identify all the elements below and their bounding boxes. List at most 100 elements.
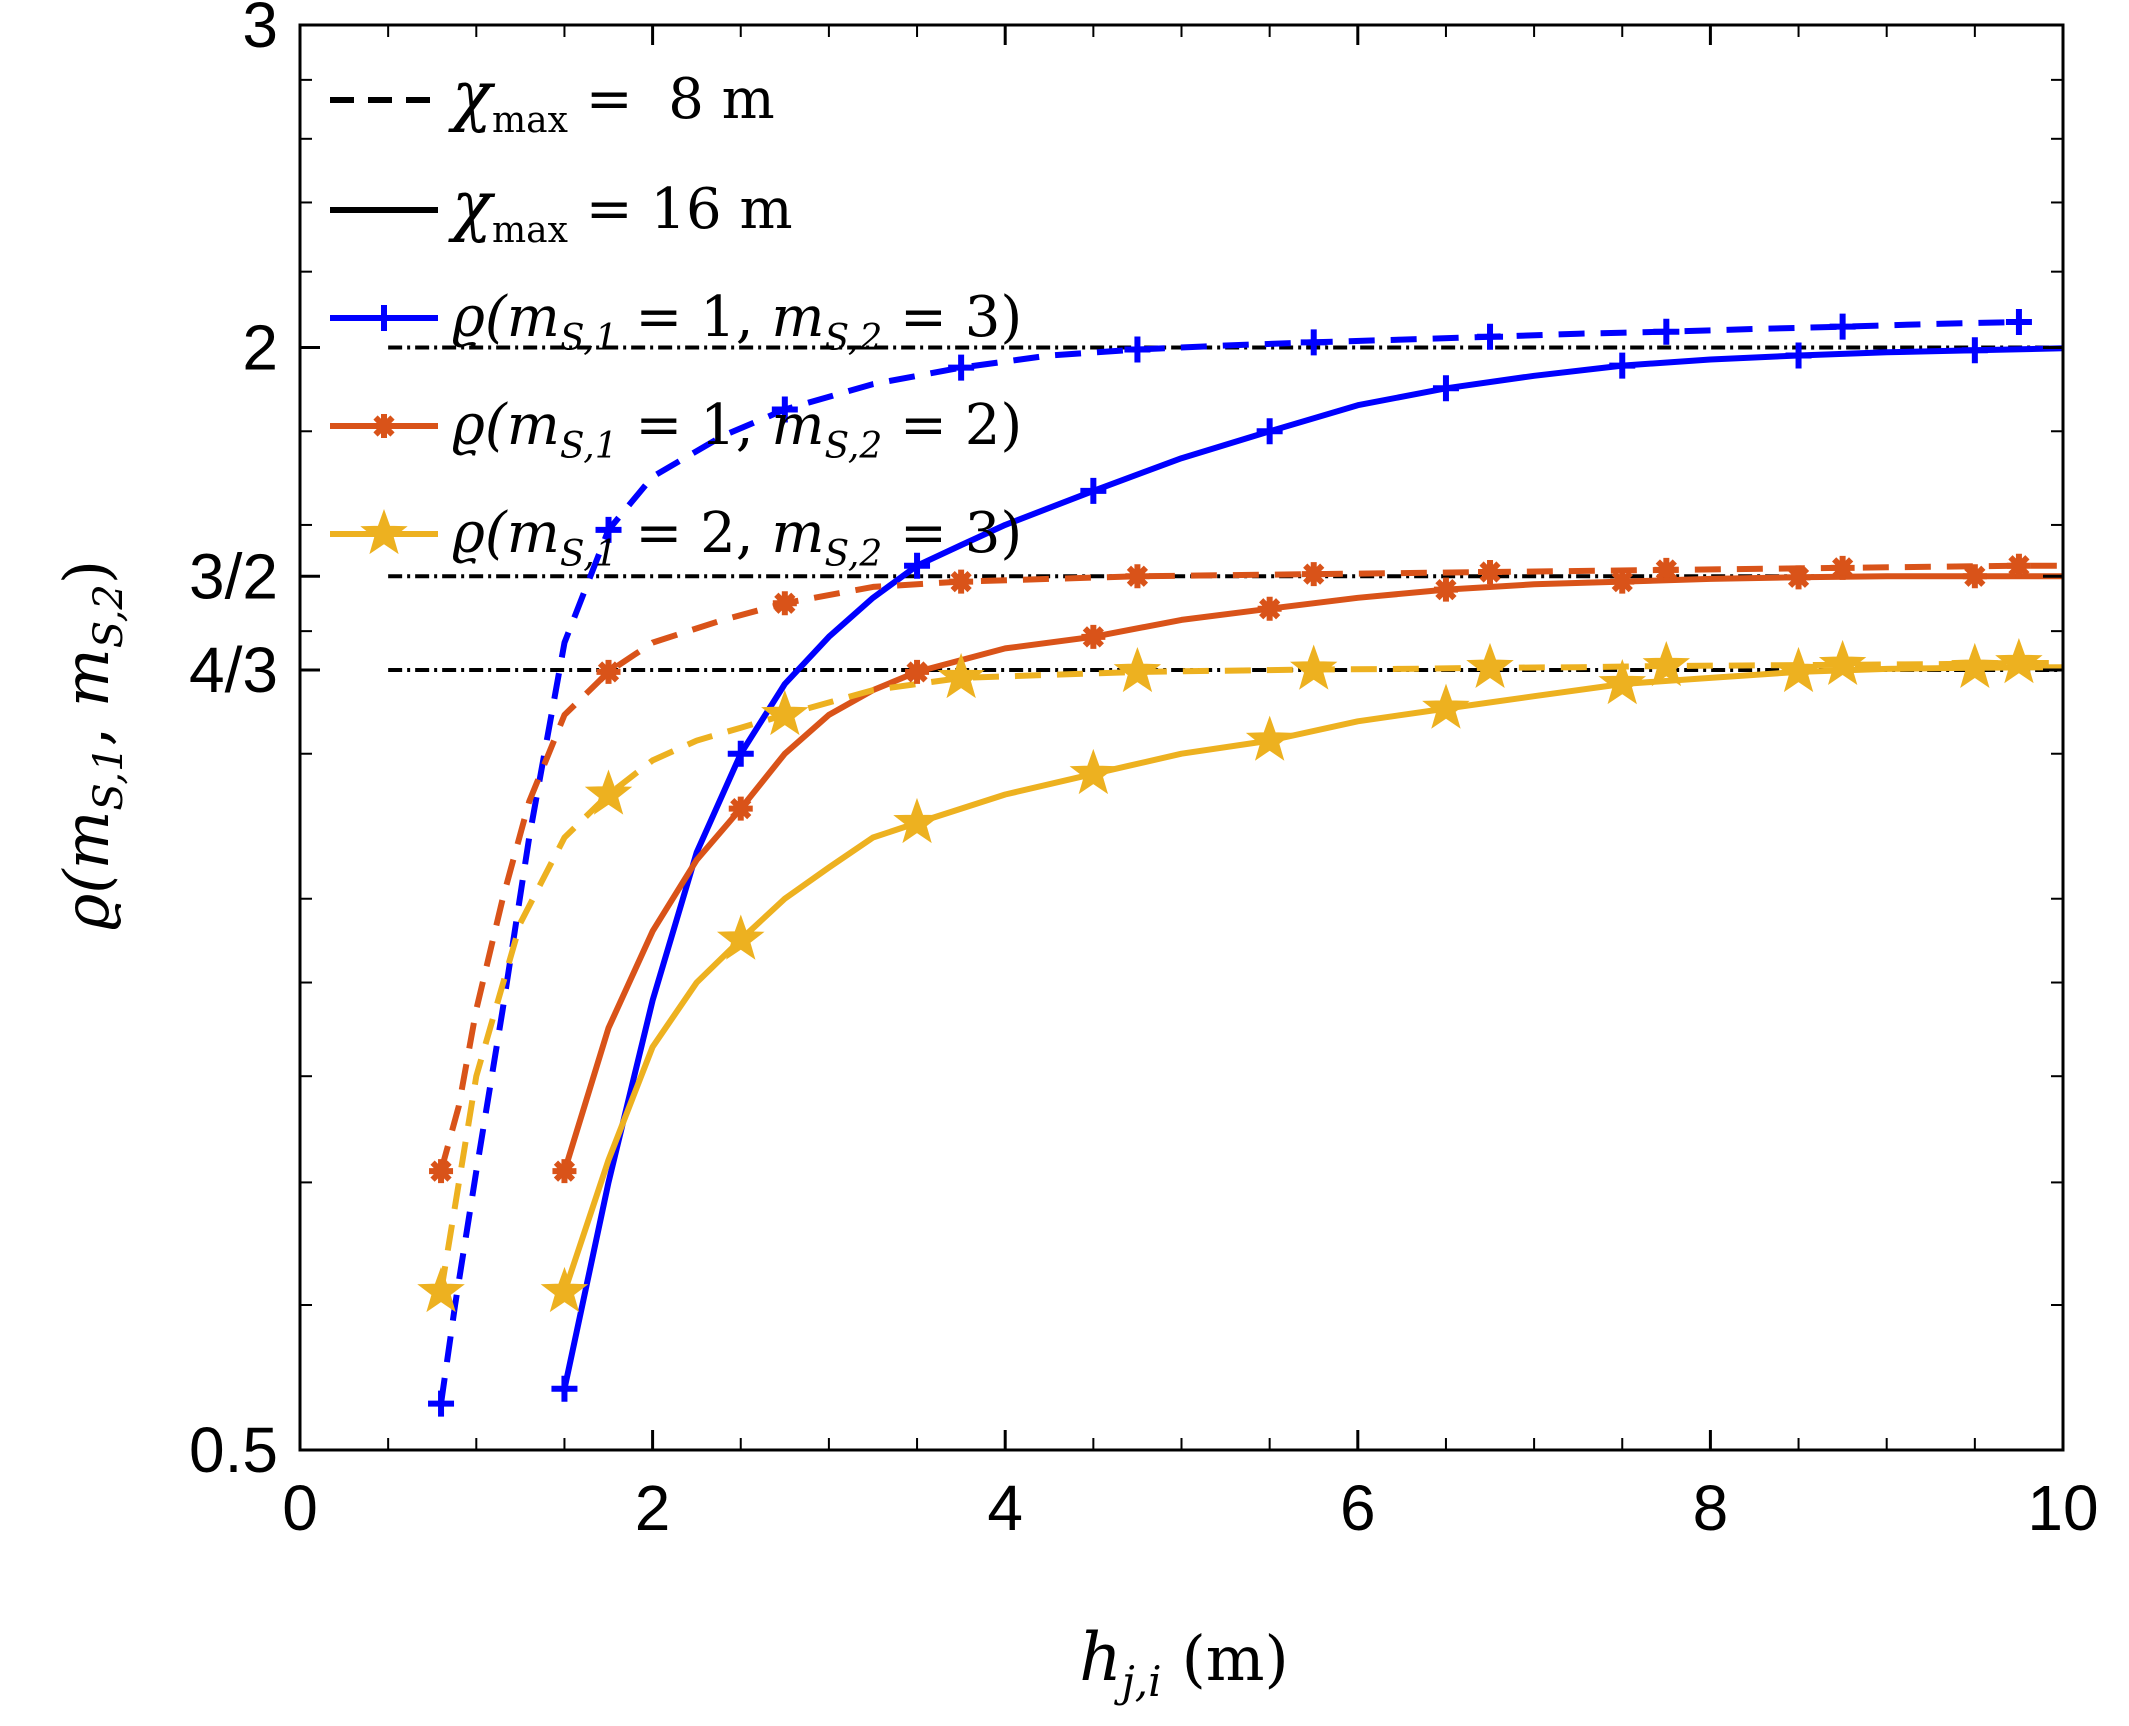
- plus-marker: [1609, 352, 1636, 379]
- asterisk-marker: [1257, 596, 1282, 621]
- plus-marker: [1829, 313, 1856, 340]
- asterisk-core: [556, 1163, 573, 1180]
- y-axis-title-comma: ,: [50, 707, 123, 746]
- star-marker: [1113, 646, 1162, 693]
- plus-marker: [1080, 477, 1107, 504]
- asterisk-core: [1129, 568, 1146, 585]
- y-tick-label: 3/2: [189, 540, 278, 612]
- asterisk-marker: [1610, 569, 1635, 594]
- star-marker: [1245, 715, 1294, 761]
- series-line: [438, 562, 2063, 1172]
- x-axis-title-sub: j,i: [1114, 1657, 1162, 1706]
- asterisk-core: [909, 663, 926, 680]
- legend-entry-rho-1-3: ϱ(mS,1 = 1, mS,2 = 3): [330, 285, 1022, 359]
- x-tick-label: 0: [282, 1472, 318, 1544]
- plus-marker: [948, 354, 975, 381]
- legend-3-a: 1: [700, 393, 736, 458]
- svg-text:ϱ(mS,1 = 1, mS,2 = 3): ϱ(mS,1 = 1, mS,2 = 3): [452, 285, 1022, 359]
- y-axis-title-s1: S,1: [86, 746, 132, 810]
- asterisk-core: [776, 595, 793, 612]
- asterisk-core: [732, 800, 749, 817]
- star-marker: [937, 652, 985, 699]
- y-tick-label: 2: [242, 311, 278, 383]
- star-marker: [360, 509, 408, 555]
- asterisk-marker: [1478, 560, 1503, 585]
- asterisk-marker: [1830, 555, 1855, 580]
- star-marker: [1818, 639, 1867, 686]
- asterisk-marker: [1962, 564, 1987, 589]
- star-marker: [761, 689, 809, 736]
- star-marker: [1951, 642, 1999, 688]
- plus-marker: [1653, 318, 1680, 345]
- svg-text:χmax = 16 m: χmax = 16 m: [448, 167, 793, 251]
- y-axis-title: ϱ(mS,1, mS,2): [50, 560, 132, 930]
- svg-text:ϱ(mS,1, mS,2): ϱ(mS,1, mS,2): [50, 560, 132, 930]
- asterisk-core: [1085, 628, 1102, 645]
- star-marker: [1774, 646, 1823, 693]
- asterisk-core: [1261, 600, 1278, 617]
- legend-0-sub: max: [492, 100, 568, 141]
- x-tick-label: 10: [2027, 1472, 2098, 1544]
- plus-marker: [1961, 337, 1988, 364]
- legend-4-b: 3: [965, 501, 1001, 566]
- asterisk-core: [1614, 573, 1631, 590]
- series-line: [561, 664, 2063, 1293]
- y-axis-title-m2: m: [50, 648, 123, 707]
- svg-text:ϱ(mS,1 = 2, mS,2 = 3): ϱ(mS,1 = 2, mS,2 = 3): [452, 501, 1022, 575]
- y-tick-label: 0.5: [189, 1414, 278, 1486]
- asterisk-marker: [1301, 562, 1326, 587]
- legend-1-rest: = 16 m: [568, 177, 793, 242]
- asterisk-marker: [772, 591, 797, 616]
- plus-marker: [2005, 309, 2032, 336]
- y-axis-ticks: 0.5 4/3 3/2 2 3: [189, 0, 2063, 1486]
- plus-marker: [771, 396, 798, 423]
- asterisk-core: [433, 1163, 450, 1180]
- asterisk-core: [376, 418, 392, 434]
- legend-entry-rho-2-3: ϱ(mS,1 = 2, mS,2 = 3): [330, 501, 1022, 575]
- star-marker: [540, 1266, 589, 1313]
- plus-marker: [371, 305, 397, 331]
- legend-2-b: 3: [965, 285, 1001, 350]
- plus-marker: [551, 1375, 578, 1402]
- series-markers: [417, 309, 2043, 1417]
- star-marker: [584, 769, 633, 815]
- asterisk-core: [1658, 561, 1675, 578]
- legend-2-a: 1: [700, 285, 736, 350]
- asterisk-marker: [596, 659, 621, 684]
- legend-0-rest: = 8 m: [568, 67, 775, 132]
- minor-ticks: [300, 25, 2063, 1450]
- svg-text:χmax = 8 m: χmax = 8 m: [448, 57, 775, 141]
- y-axis-title-rho: ϱ(: [50, 868, 123, 930]
- star-marker: [417, 1266, 465, 1313]
- legend-marker-star: [360, 509, 408, 555]
- x-axis-title-unit: (m): [1182, 1622, 1289, 1695]
- asterisk-marker: [728, 796, 753, 821]
- legend-1-sub: max: [492, 210, 568, 251]
- svg-text:ϱ(mS,1 = 1, mS,2 = 2): ϱ(mS,1 = 1, mS,2 = 2): [452, 393, 1022, 467]
- legend-4-a: 2: [700, 501, 736, 566]
- x-tick-label: 8: [1693, 1472, 1729, 1544]
- legend-entry-chimax-16: χmax = 16 m: [330, 167, 793, 251]
- asterisk-marker: [1786, 565, 1811, 590]
- legend: χmax = 8 m χmax = 16 m ϱ(mS,1 = 1, mS,2 …: [330, 57, 1022, 575]
- star-marker: [1995, 638, 2043, 684]
- plus-marker: [1785, 342, 1812, 369]
- x-axis-title: hj,i (m): [1079, 1619, 1289, 1706]
- legend-marker-plus: [371, 305, 397, 331]
- asterisk-core: [1437, 581, 1454, 598]
- asterisk-core: [1305, 566, 1322, 583]
- x-axis-ticks: 0 2 4 6 8 10: [282, 25, 2099, 1544]
- legend-entry-chimax-8: χmax = 8 m: [330, 57, 775, 141]
- y-axis-title-s2: S,2: [86, 584, 132, 648]
- y-axis-title-m1: m: [50, 811, 123, 870]
- legend-0-sym: χ: [448, 57, 496, 134]
- legend-marker-asterisk: [372, 414, 396, 438]
- asterisk-marker: [1125, 564, 1150, 589]
- asterisk-marker: [1433, 577, 1458, 602]
- star-marker: [893, 797, 941, 844]
- asterisk-marker: [949, 569, 974, 594]
- star-marker: [1422, 683, 1470, 729]
- star-marker: [1466, 642, 1514, 688]
- plus-marker: [727, 740, 754, 767]
- y-tick-label: 4/3: [189, 634, 278, 706]
